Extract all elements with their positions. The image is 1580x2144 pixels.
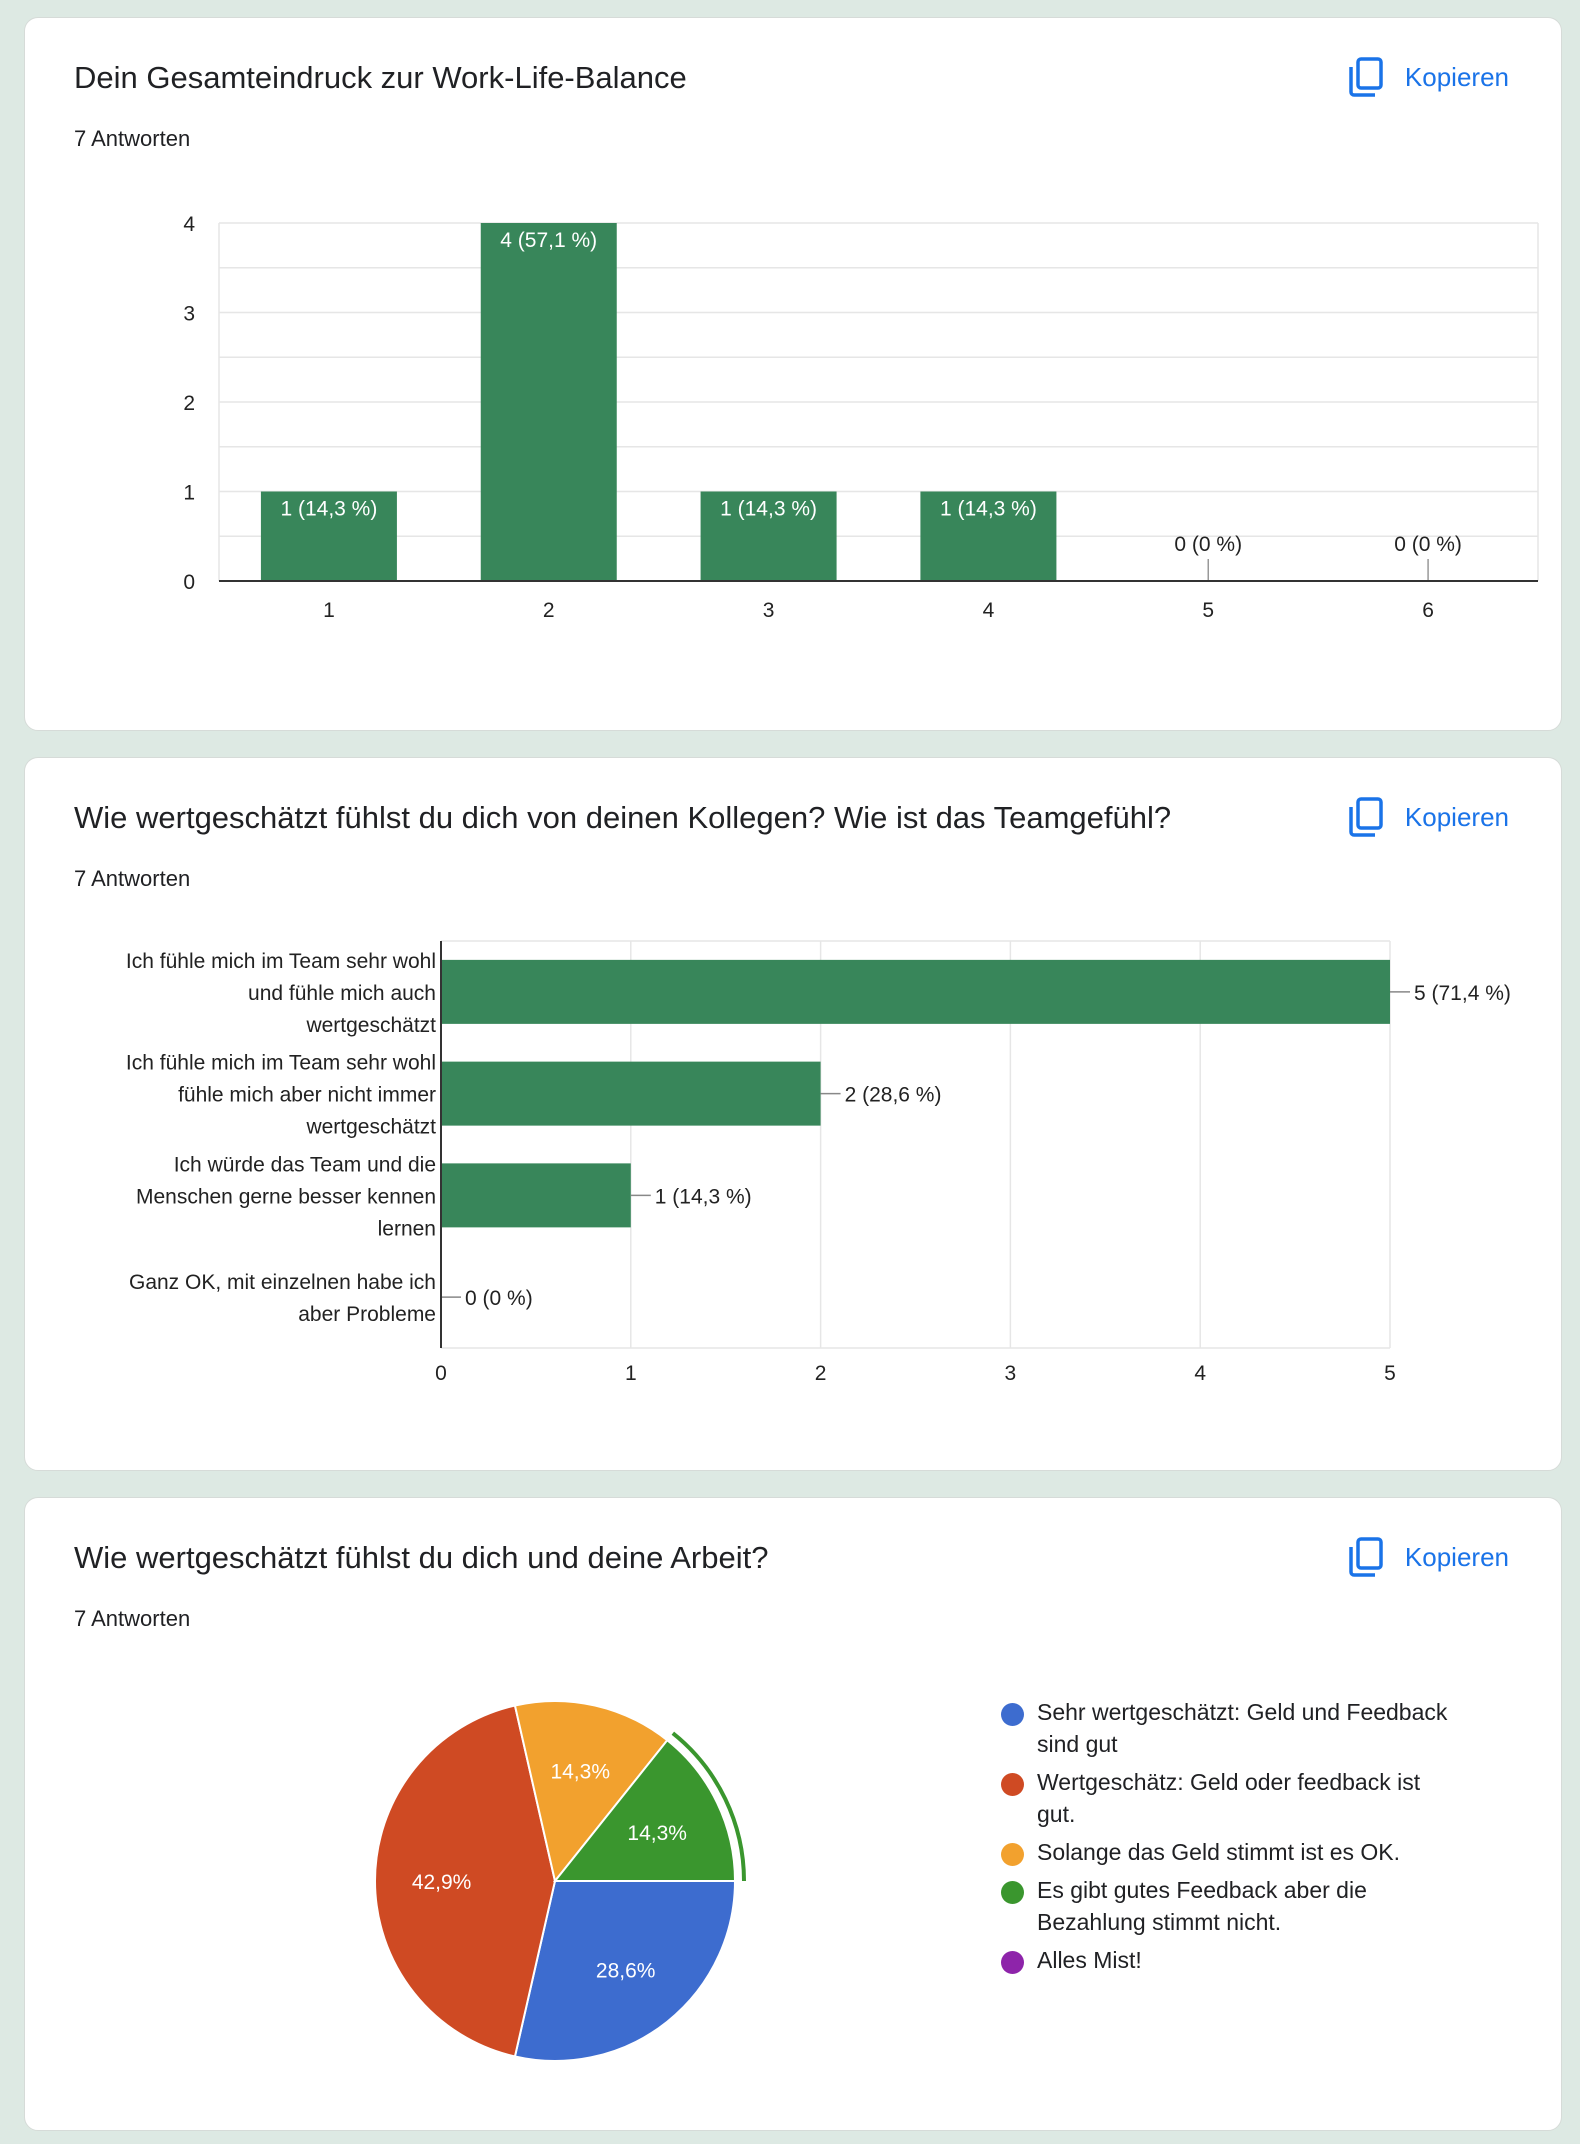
bar bbox=[441, 1061, 821, 1126]
x-tick-label: 3 bbox=[1005, 1362, 1017, 1385]
x-tick-label: 4 bbox=[1194, 1362, 1206, 1385]
legend-label-line: sind gut bbox=[1037, 1731, 1118, 1757]
copy-label: Kopieren bbox=[1404, 801, 1509, 832]
x-tick-label: 1 bbox=[323, 599, 335, 622]
legend-item: Sehr wertgeschätzt: Geld und Feedback sin… bbox=[1001, 1696, 1521, 1760]
x-tick-label: 1 bbox=[625, 1362, 637, 1385]
y-tick-label: 2 bbox=[183, 392, 195, 415]
slice-highlight bbox=[671, 1731, 746, 1882]
x-tick-label: 6 bbox=[1422, 599, 1434, 622]
data-label: 1 (14,3 %) bbox=[940, 498, 1037, 521]
data-label: 1 (14,3 %) bbox=[280, 498, 377, 521]
legend-item: Es gibt gutes Feedback aber die Bezahlung… bbox=[1001, 1874, 1521, 1938]
legend-swatch bbox=[1001, 1843, 1024, 1866]
category-label: aber Probleme bbox=[298, 1303, 436, 1326]
slice-label: 14,3% bbox=[627, 1822, 687, 1845]
x-tick-label: 2 bbox=[543, 599, 555, 622]
legend-swatch bbox=[1001, 1703, 1024, 1726]
bar bbox=[480, 223, 617, 581]
response-count: 7 Antworten bbox=[74, 866, 191, 891]
pie-slice bbox=[374, 1704, 557, 2058]
data-label: 0 (0 %) bbox=[1394, 533, 1462, 556]
copy-label: Kopieren bbox=[1404, 1541, 1509, 1572]
x-tick-label: 4 bbox=[983, 599, 995, 622]
bar bbox=[441, 959, 1390, 1024]
copy-chart-button[interactable]: Kopieren bbox=[1349, 54, 1509, 100]
slice-label: 42,9% bbox=[412, 1871, 472, 1894]
data-label: 2 (28,6 %) bbox=[845, 1084, 942, 1107]
legend-item: Wertgeschätz: Geld oder feedback ist gut. bbox=[1001, 1766, 1521, 1830]
bar bbox=[700, 491, 837, 581]
legend-label-line: Es gibt gutes Feedback aber die bbox=[1037, 1877, 1367, 1903]
pie-slice bbox=[513, 1880, 737, 2062]
legend-label-line: gut. bbox=[1037, 1801, 1076, 1827]
pie-chart: 28,6% 42,9% 14,3% 14,3% bbox=[374, 1700, 746, 2062]
slice-label: 28,6% bbox=[596, 1960, 656, 1983]
category-label: Ich würde das Team und die bbox=[174, 1153, 436, 1176]
legend-item: Alles Mist! bbox=[1001, 1944, 1521, 1976]
legend-item: Solange das Geld stimmt ist es OK. bbox=[1001, 1836, 1521, 1868]
response-count: 7 Antworten bbox=[74, 1606, 191, 1631]
data-label: 0 (0 %) bbox=[465, 1287, 533, 1310]
slice-label: 14,3% bbox=[550, 1760, 610, 1783]
data-label: 1 (14,3 %) bbox=[720, 498, 817, 521]
copy-icon bbox=[1349, 797, 1383, 837]
category-label: Ich fühle mich im Team sehr wohl bbox=[126, 1052, 436, 1075]
legend-swatch bbox=[1001, 1951, 1024, 1974]
legend-label-line: Solange das Geld stimmt ist es OK. bbox=[1037, 1839, 1401, 1865]
data-label: 4 (57,1 %) bbox=[500, 229, 597, 252]
bar bbox=[260, 491, 397, 581]
vertical-bar-chart: 0 1 2 3 4 1 (14,3 %) 1 4 (57,1 %) 2 1 (14,3 %) 3 1 … bbox=[183, 213, 1539, 622]
x-tick-label: 5 bbox=[1384, 1362, 1396, 1385]
pie-slice bbox=[552, 1738, 737, 1882]
bar bbox=[441, 1163, 631, 1228]
legend-swatch bbox=[1001, 1881, 1024, 1904]
legend-label-line: Bezahlung stimmt nicht. bbox=[1037, 1909, 1282, 1935]
copy-label: Kopieren bbox=[1404, 61, 1509, 92]
copy-icon bbox=[1349, 57, 1383, 97]
category-label: Ich fühle mich im Team sehr wohl bbox=[126, 950, 436, 973]
copy-chart-button[interactable]: Kopieren bbox=[1349, 794, 1509, 840]
data-label: 5 (71,4 %) bbox=[1414, 982, 1511, 1005]
y-tick-label: 3 bbox=[183, 303, 195, 326]
legend-swatch bbox=[1001, 1773, 1024, 1796]
copy-icon bbox=[1349, 1537, 1383, 1577]
category-label: lernen bbox=[378, 1217, 436, 1240]
x-tick-label: 0 bbox=[435, 1362, 447, 1385]
category-label: Ganz OK, mit einzelnen habe ich bbox=[129, 1271, 436, 1294]
x-tick-label: 5 bbox=[1202, 599, 1214, 622]
bar bbox=[920, 491, 1057, 581]
question-card-work-life-balance: Dein Gesamteindruck zur Work-Life-Balanc… bbox=[24, 17, 1562, 731]
category-label: und fühle mich auch bbox=[248, 982, 436, 1005]
category-label: Menschen gerne besser kennen bbox=[136, 1185, 436, 1208]
question-card-appreciation: Wie wertgeschätzt fühlst du dich und dei… bbox=[24, 1497, 1562, 2131]
copy-chart-button[interactable]: Kopieren bbox=[1349, 1534, 1509, 1580]
legend-label-line: Sehr wertgeschätzt: Geld und Feedback bbox=[1037, 1699, 1448, 1725]
pie-slice bbox=[513, 1700, 669, 1884]
legend-label: Sehr wertgeschätzt: Geld und Feedback sin… bbox=[1037, 1696, 1447, 1760]
question-title: Wie wertgeschätzt fühlst du dich von dei… bbox=[74, 800, 1172, 835]
question-title: Dein Gesamteindruck zur Work-Life-Balanc… bbox=[74, 60, 687, 95]
x-tick-label: 2 bbox=[815, 1362, 827, 1385]
category-label: wertgeschätzt bbox=[305, 1116, 436, 1139]
data-label: 1 (14,3 %) bbox=[655, 1185, 752, 1208]
category-label: wertgeschätzt bbox=[305, 1014, 436, 1037]
question-title: Wie wertgeschätzt fühlst du dich und dei… bbox=[74, 1540, 769, 1575]
question-card-team-feeling: Wie wertgeschätzt fühlst du dich von dei… bbox=[24, 757, 1562, 1471]
legend-label: Solange das Geld stimmt ist es OK. bbox=[1037, 1836, 1400, 1868]
legend-label: Wertgeschätz: Geld oder feedback ist gut. bbox=[1037, 1766, 1420, 1830]
legend-label: Es gibt gutes Feedback aber die Bezahlung… bbox=[1037, 1874, 1367, 1938]
y-tick-label: 1 bbox=[183, 482, 195, 505]
y-tick-label: 4 bbox=[183, 213, 195, 236]
legend-label-line: Wertgeschätz: Geld oder feedback ist bbox=[1037, 1769, 1421, 1795]
response-count: 7 Antworten bbox=[74, 126, 191, 151]
pie-legend: Sehr wertgeschätzt: Geld und Feedback sin… bbox=[1001, 1696, 1521, 1982]
x-tick-label: 3 bbox=[763, 599, 775, 622]
y-tick-label: 0 bbox=[183, 571, 195, 594]
legend-label: Alles Mist! bbox=[1037, 1944, 1142, 1976]
data-label: 0 (0 %) bbox=[1174, 533, 1242, 556]
legend-label-line: Alles Mist! bbox=[1037, 1947, 1142, 1973]
category-label: fühle mich aber nicht immer bbox=[178, 1084, 436, 1107]
horizontal-bar-chart: 5 (71,4 %) Ich fühle mich im Team sehr wo… bbox=[126, 940, 1511, 1385]
